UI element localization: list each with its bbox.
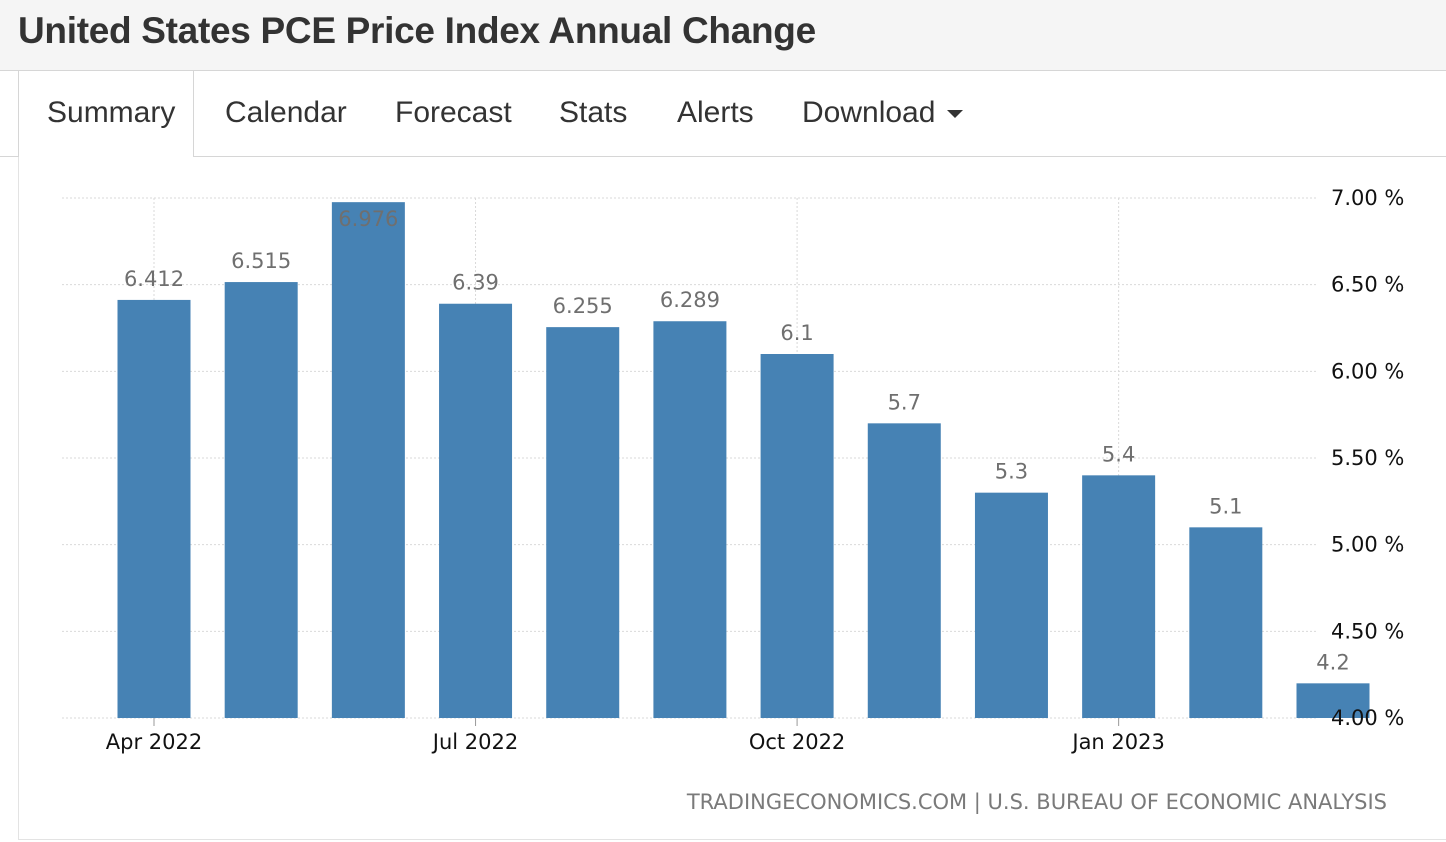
bar-value-label: 4.2 [1316,650,1349,674]
y-tick-label: 4.50 % [1331,619,1404,643]
bar-value-label: 5.4 [1102,442,1135,466]
tab-forecast-label: Forecast [395,96,512,129]
y-tick-label: 6.00 % [1331,359,1404,383]
bar-value-label: 6.39 [452,271,499,295]
x-tick-label: Oct 2022 [749,730,845,754]
bar[interactable] [760,354,834,718]
bar[interactable] [117,299,191,718]
x-tick-label: Apr 2022 [106,730,202,754]
bar-chart: 6.412 6.515 6.976 6.39 6.255 6.289 6.1 5.7 5.3 5.… [62,186,1404,815]
y-tick-label: 4.00 % [1331,706,1404,730]
bar[interactable] [867,423,941,718]
tab-bar: Summary Calendar Forecast Stats Alerts D… [0,71,1446,157]
x-axis: Apr 2022 Jul 2022 Oct 2022 Jan 2023 [106,730,1165,754]
tab-download-label: Download [802,96,936,129]
y-axis: 7.00 % 6.50 % 6.00 % 5.50 % 5.00 % 4.50 % 4.00… [1331,186,1404,730]
chart-source: TRADINGECONOMICS.COM | U.S. BUREAU OF EC… [686,790,1387,815]
bar[interactable] [653,321,727,718]
bar[interactable] [1189,527,1263,718]
tab-alerts[interactable]: Alerts [677,71,754,155]
x-tick-label: Jul 2022 [431,730,518,754]
tab-calendar[interactable]: Calendar [225,71,347,155]
bar-value-label: 6.1 [780,321,813,345]
tab-alerts-label: Alerts [677,96,754,129]
caret-down-icon [947,110,964,119]
bar-value-label: 6.289 [660,288,720,312]
bar-value-label: 6.255 [553,294,613,318]
y-tick-label: 5.00 % [1331,533,1404,557]
bar[interactable] [331,202,405,718]
bar-value-label: 5.3 [995,460,1028,484]
bar[interactable] [974,492,1048,718]
bar-labels-layer: 6.412 6.515 6.976 6.39 6.255 6.289 6.1 5.7 5.3 5.… [124,207,1350,674]
bars-layer [117,202,1370,718]
tab-stats-label: Stats [559,96,628,129]
bar[interactable] [439,303,513,718]
y-tick-label: 7.00 % [1331,186,1404,210]
bar[interactable] [1082,475,1156,718]
tab-summary-label: Summary [47,96,176,129]
chart-panel: 6.412 6.515 6.976 6.39 6.255 6.289 6.1 5.7 5.3 5.… [18,157,1446,840]
tab-forecast[interactable]: Forecast [395,71,512,155]
bar-value-label: 6.515 [231,249,291,273]
bar-value-label: 6.412 [124,267,184,291]
title-bar: United States PCE Price Index Annual Cha… [0,0,1446,71]
bar-value-label: 5.1 [1209,494,1242,518]
tab-calendar-label: Calendar [225,96,347,129]
y-tick-label: 6.50 % [1331,273,1404,297]
page-title: United States PCE Price Index Annual Cha… [18,10,816,51]
bar[interactable] [224,282,298,718]
tab-summary[interactable]: Summary [18,71,194,157]
bar[interactable] [546,327,620,718]
tab-bar-edge [0,71,19,156]
bar[interactable] [1296,683,1370,718]
bar-value-label: 5.7 [888,390,921,414]
tab-stats[interactable]: Stats [559,71,627,155]
bar-value-label: 6.976 [338,207,398,231]
tab-download[interactable]: Download [802,71,964,155]
y-tick-label: 5.50 % [1331,446,1404,470]
x-tick-label: Jan 2023 [1070,730,1165,754]
